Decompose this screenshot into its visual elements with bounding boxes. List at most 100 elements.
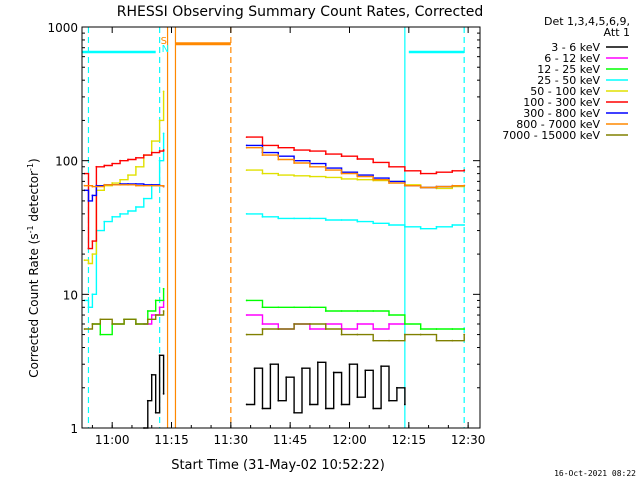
- y-axis-label-end: ): [27, 158, 41, 163]
- data-point-0-19: [348, 363, 351, 366]
- series-line-4: [84, 91, 465, 265]
- data-point-8-1: [91, 323, 94, 325]
- data-point-0-5: [162, 392, 165, 395]
- data-point-2-9: [261, 306, 264, 309]
- x-tick-label-3: 11:45: [273, 433, 308, 447]
- data-point-0-15: [316, 361, 319, 364]
- data-point-1-8: [309, 328, 311, 330]
- data-point-7-8: [150, 184, 153, 187]
- data-point-0-24: [388, 399, 390, 402]
- y-tick-label-2: 100: [55, 155, 78, 169]
- x-axis-label: Start Time (31-May-02 10:52:22): [171, 458, 385, 473]
- legend-label-7: 800 - 7000 keV: [516, 118, 600, 131]
- data-point-8-22: [451, 339, 454, 342]
- series-line-7: [84, 147, 465, 189]
- data-point-3-9: [142, 197, 145, 200]
- data-point-3-8: [135, 206, 137, 208]
- data-point-0-1: [146, 399, 149, 402]
- y-tick-label-0: 1: [70, 422, 78, 436]
- y-tick-label-3: 1000: [47, 21, 78, 35]
- annotations: SN: [161, 36, 169, 55]
- data-point-3-6: [119, 212, 121, 215]
- x-tick-label-1: 11:15: [154, 433, 189, 447]
- data-point-1-1: [150, 314, 153, 316]
- plot-frame: [81, 26, 481, 429]
- data-point-8-7: [154, 314, 157, 316]
- data-point-8-5: [135, 323, 137, 325]
- data-point-8-0: [83, 328, 86, 330]
- data-point-7-19: [372, 178, 375, 181]
- legend-label-2: 12 - 25 keV: [537, 63, 600, 76]
- data-point-4-11: [158, 119, 161, 122]
- footer-timestamp: 16-Oct-2021 08:22: [554, 469, 636, 478]
- data-point-4-18: [324, 176, 327, 179]
- data-point-7-11: [245, 146, 248, 149]
- legend-label-3: 25 - 50 keV: [537, 74, 600, 87]
- data-point-0-22: [372, 407, 375, 410]
- data-point-0-8: [261, 407, 264, 410]
- data-point-8-11: [277, 328, 280, 330]
- data-point-5-21: [372, 161, 375, 164]
- data-point-8-13: [309, 323, 311, 325]
- series-lines: [83, 90, 466, 429]
- data-point-0-12: [293, 411, 296, 414]
- data-point-5-17: [309, 150, 311, 152]
- data-point-0-20: [356, 396, 359, 399]
- data-point-3-2: [91, 293, 94, 296]
- legend-label-8: 7000 - 15000 keV: [502, 129, 600, 142]
- data-point-3-1: [87, 306, 90, 309]
- data-point-0-16: [324, 407, 327, 410]
- data-point-0-13: [301, 367, 303, 370]
- plot-area: [82, 27, 466, 429]
- data-point-7-21: [403, 184, 406, 187]
- data-point-3-5: [111, 215, 114, 218]
- data-point-2-6: [154, 299, 157, 302]
- data-point-7-10: [162, 185, 165, 188]
- data-point-4-19: [340, 178, 343, 180]
- data-point-4-1: [87, 262, 90, 265]
- data-point-2-5: [146, 310, 149, 312]
- data-point-3-27: [463, 224, 466, 226]
- data-point-1-12: [372, 328, 375, 330]
- legend-label-6: 300 - 800 keV: [523, 107, 600, 120]
- data-point-5-1: [87, 247, 90, 250]
- data-point-7-13: [277, 158, 280, 161]
- data-point-2-13: [324, 310, 327, 312]
- annotation-n: N: [162, 44, 169, 55]
- data-point-5-18: [324, 153, 327, 155]
- x-axis-ticks: 11:00 11:15 11:30 11:45 12:00 12:15 12:30: [91, 27, 485, 447]
- data-point-3-4: [103, 220, 106, 223]
- data-point-5-3: [95, 165, 98, 168]
- data-point-8-8: [162, 310, 165, 312]
- data-point-8-3: [111, 323, 114, 325]
- data-point-1-2: [158, 306, 161, 309]
- data-point-8-17: [372, 339, 375, 342]
- data-point-2-14: [340, 310, 343, 312]
- data-point-4-20: [356, 178, 359, 181]
- data-point-7-6: [135, 184, 137, 187]
- data-point-2-22: [463, 328, 466, 330]
- data-point-4-14: [261, 172, 264, 175]
- data-point-7-18: [356, 175, 359, 178]
- legend-header-att: Att 1: [604, 26, 630, 39]
- data-point-8-23: [463, 333, 466, 336]
- data-point-2-10: [277, 306, 280, 309]
- y-axis-label-sup2: -1: [26, 163, 35, 171]
- data-point-5-15: [277, 146, 280, 149]
- data-point-5-19: [340, 155, 343, 158]
- data-point-0-11: [285, 376, 288, 379]
- data-point-0-2: [150, 373, 153, 376]
- data-point-4-10: [150, 140, 153, 143]
- data-point-4-0: [83, 259, 86, 262]
- data-point-5-6: [119, 159, 121, 162]
- data-point-5-4: [103, 164, 106, 167]
- data-point-7-12: [261, 154, 264, 157]
- data-point-3-25: [435, 225, 438, 228]
- x-tick-label-0: 11:00: [95, 433, 130, 447]
- data-point-4-12: [162, 90, 165, 93]
- data-point-6-13: [245, 144, 248, 147]
- data-point-3-14: [261, 215, 264, 218]
- y-axis-label: Corrected Count Rate (s-1 detector-1): [26, 158, 41, 377]
